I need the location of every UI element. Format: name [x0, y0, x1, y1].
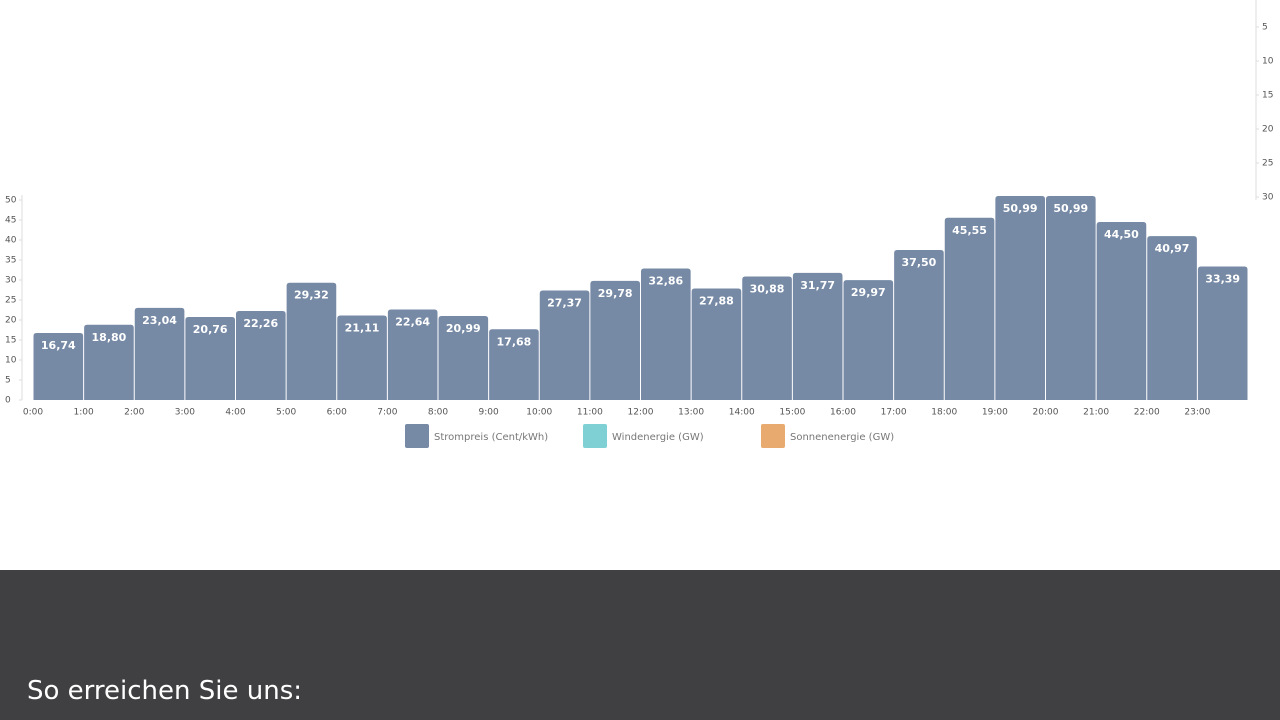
- bar: [1147, 236, 1197, 400]
- value-label: 21,11: [345, 322, 380, 335]
- value-label: 20,99: [446, 322, 481, 335]
- y-tick-label: 25: [5, 296, 16, 306]
- y2-tick-label: 5: [1262, 23, 1268, 33]
- bar: [236, 310, 286, 400]
- x-tick-label: 22:00: [1134, 408, 1160, 418]
- legend-label: Sonnenenergie (GW): [790, 432, 894, 443]
- value-label: 37,50: [902, 256, 937, 269]
- x-tick-label: 3:00: [175, 408, 195, 418]
- value-label: 30,88: [750, 282, 785, 295]
- bar: [691, 288, 742, 400]
- value-label: 33,39: [1205, 272, 1240, 285]
- x-tick-label: 21:00: [1083, 408, 1109, 418]
- y2-tick-label: 20: [1262, 125, 1274, 135]
- bar: [134, 307, 185, 400]
- y-tick-label: 0: [5, 396, 11, 406]
- bar: [337, 315, 387, 400]
- value-label: 20,76: [193, 323, 228, 336]
- x-tick-label: 4:00: [225, 408, 245, 418]
- bar: [185, 316, 235, 400]
- y2-tick-label: 30: [1262, 193, 1274, 203]
- y-tick-label: 45: [5, 216, 16, 226]
- x-tick-label: 5:00: [276, 408, 296, 418]
- chart: 0 5 10 15 20 25 30 35 40 45 50 5 10 15 20 25 30 0:00 1:00 2…: [5, 0, 1274, 448]
- bar: [33, 333, 84, 400]
- value-label: 29,32: [294, 289, 329, 302]
- x-tick-label: 10:00: [526, 408, 552, 418]
- bar: [438, 316, 489, 400]
- value-label: 40,97: [1155, 242, 1190, 255]
- value-label: 31,77: [800, 279, 835, 292]
- bar: [539, 290, 590, 400]
- bar: [387, 309, 438, 400]
- y-tick-label: 20: [5, 316, 17, 326]
- x-tick-label: 2:00: [124, 408, 144, 418]
- value-label: 16,74: [41, 339, 76, 352]
- x-tick-label: 20:00: [1033, 408, 1059, 418]
- footer-heading: So erreichen Sie uns:: [27, 676, 303, 706]
- y-tick-label: 40: [5, 236, 17, 246]
- bar: [1197, 266, 1248, 400]
- y2-tick-label: 25: [1262, 159, 1273, 169]
- x-tick-label: 19:00: [982, 408, 1008, 418]
- x-tick-label: 1:00: [74, 408, 94, 418]
- bar: [286, 282, 337, 400]
- value-label: 23,04: [142, 314, 177, 327]
- y-tick-label: 15: [5, 336, 16, 346]
- x-tick-label: 0:00: [23, 408, 43, 418]
- x-tick-label: 6:00: [327, 408, 347, 418]
- x-tick-label: 11:00: [577, 408, 603, 418]
- value-label: 22,26: [243, 317, 278, 330]
- bar: [894, 250, 944, 400]
- x-tick-label: 16:00: [830, 408, 856, 418]
- legend-swatch: [405, 424, 429, 448]
- value-label: 27,88: [699, 294, 734, 307]
- x-tick-label: 18:00: [931, 408, 957, 418]
- value-label: 44,50: [1104, 228, 1139, 241]
- bar: [590, 280, 640, 400]
- bar: [641, 268, 691, 400]
- legend-swatch: [583, 424, 607, 448]
- bar: [944, 217, 995, 400]
- bar: [843, 280, 894, 400]
- bar: [1096, 222, 1147, 400]
- y-tick-label: 35: [5, 256, 16, 266]
- x-tick-label: 9:00: [479, 408, 499, 418]
- value-label: 22,64: [395, 315, 430, 328]
- bar: [792, 272, 843, 400]
- value-label: 29,78: [598, 287, 633, 300]
- value-label: 29,97: [851, 286, 886, 299]
- y2-tick-label: 15: [1262, 91, 1273, 101]
- y-tick-label: 5: [5, 376, 11, 386]
- y-tick-label: 30: [5, 276, 17, 286]
- footer: So erreichen Sie uns:: [0, 570, 1280, 720]
- value-label: 32,86: [648, 275, 683, 288]
- x-tick-label: 17:00: [881, 408, 907, 418]
- bar: [742, 276, 792, 400]
- legend-label: Windenergie (GW): [612, 432, 704, 443]
- x-tick-label: 7:00: [377, 408, 397, 418]
- x-tick-label: 14:00: [729, 408, 755, 418]
- value-label: 17,68: [497, 335, 532, 348]
- y-tick-label: 50: [5, 196, 17, 206]
- value-label: 45,55: [952, 224, 987, 237]
- x-tick-label: 15:00: [779, 408, 805, 418]
- value-label: 18,80: [92, 331, 127, 344]
- x-tick-label: 12:00: [628, 408, 654, 418]
- legend-label: Strompreis (Cent/kWh): [434, 432, 548, 443]
- bar: [1046, 196, 1096, 400]
- y2-tick-label: 10: [1262, 57, 1274, 67]
- y-tick-label: 10: [5, 356, 17, 366]
- x-tick-label: 8:00: [428, 408, 448, 418]
- bar: [84, 324, 134, 400]
- value-label: 27,37: [547, 297, 582, 310]
- bar: [995, 196, 1045, 400]
- value-label: 50,99: [1003, 202, 1038, 215]
- bar: [489, 329, 539, 400]
- x-tick-label: 13:00: [678, 408, 704, 418]
- value-label: 50,99: [1053, 202, 1088, 215]
- legend-swatch: [761, 424, 785, 448]
- x-tick-label: 23:00: [1184, 408, 1210, 418]
